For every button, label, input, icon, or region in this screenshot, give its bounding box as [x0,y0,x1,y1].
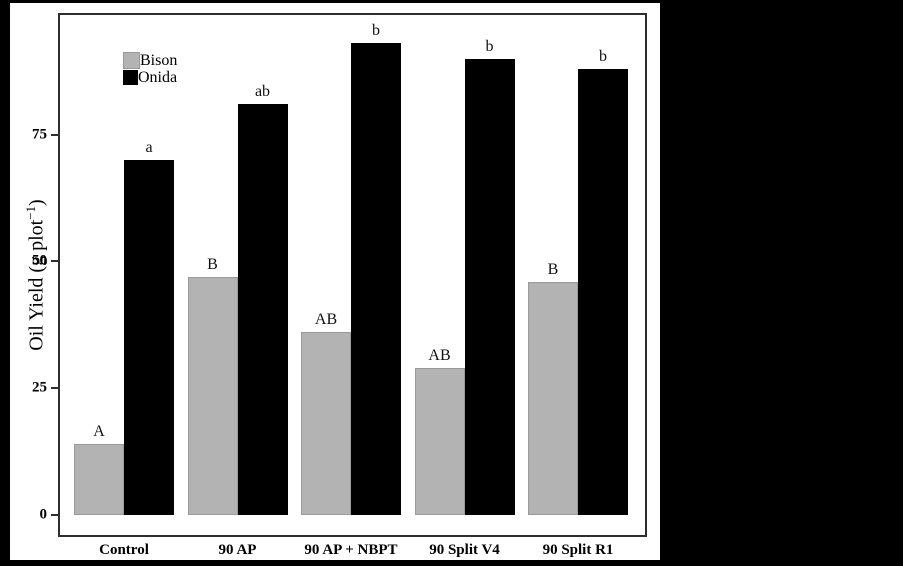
significance-letter: B [547,260,559,278]
legend-swatch-onida [123,70,138,85]
x-category-label-control: Control [99,542,149,558]
bar-onida-control [124,159,174,515]
x-category-label-90-split-r1: 90 Split R1 [542,542,614,558]
legend-item-bison: Bison [123,52,177,69]
bar-bison-90-split-v4 [414,367,465,515]
y-axis-tick-mark [51,387,58,390]
y-axis-tick-label: 25 [32,379,47,396]
bar-bison-90-ap-nbpt [301,332,351,515]
bar-bison-control [74,443,124,515]
legend: Bison Onida [123,52,177,86]
bar-onida-90-split-r1 [578,68,628,515]
significance-letter: A [93,422,105,440]
significance-letter: b [599,47,607,65]
y-axis-tick-mark [51,260,58,263]
x-category-label-90-split-v4: 90 Split V4 [429,542,500,558]
y-axis-title-close: ) [25,199,48,206]
legend-item-onida: Onida [123,69,177,86]
significance-letter: AB [314,311,338,329]
y-axis-tick-label: 50 [32,252,47,269]
bar-onida-90-ap [237,104,288,515]
significance-letter: b [372,22,380,40]
y-axis-tick-mark [51,514,58,516]
y-axis-tick-label: 0 [39,506,48,523]
bar-bison-90-ap [187,276,238,515]
x-category-label-90-ap-nbpt: 90 AP + NBPT [304,542,398,558]
bar-onida-90-ap-nbpt [351,43,401,515]
bar-bison-90-split-r1 [528,281,578,515]
significance-letter: AB [428,346,451,364]
legend-label-onida: Onida [138,69,178,86]
legend-swatch-bison [123,52,140,69]
significance-letter: a [145,138,153,156]
significance-letter: b [485,37,494,55]
significance-letter: B [207,255,218,273]
y-axis-tick-mark [51,133,58,136]
significance-letter: ab [254,83,271,101]
y-axis-tick-label: 75 [32,126,47,143]
x-category-label-90-ap: 90 AP [218,542,257,558]
bar-onida-90-split-v4 [464,58,515,515]
legend-label-bison: Bison [140,52,178,69]
y-axis-title-text: Oil Yield (g plot [25,219,48,351]
y-axis-title-superscript: −1 [23,205,38,220]
